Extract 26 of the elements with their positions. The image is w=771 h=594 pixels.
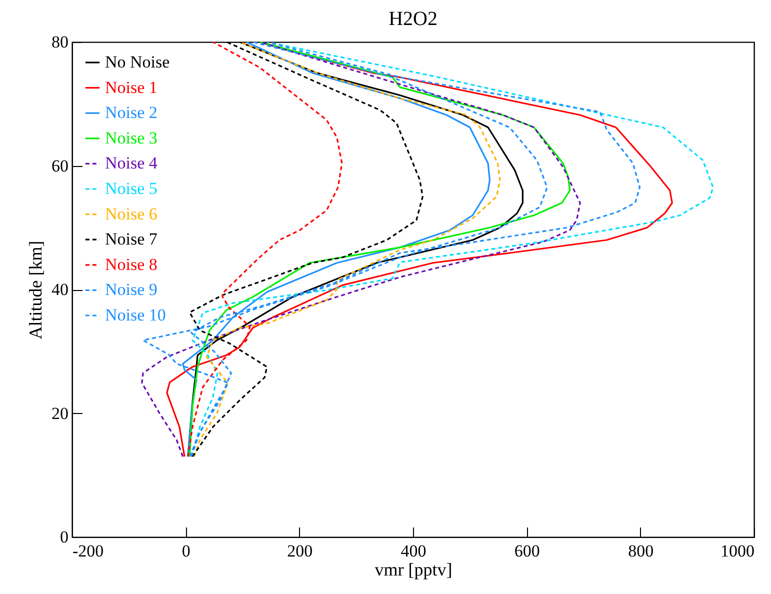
x-tick-label: 200	[287, 542, 313, 560]
legend-label: Noise 2	[105, 103, 158, 122]
legend-label: Noise 3	[105, 128, 158, 148]
legend-label: Noise 8	[105, 254, 158, 274]
y-tick-label: 0	[60, 528, 68, 546]
y-tick-label: 20	[52, 404, 68, 423]
x-tick-label: -200	[72, 542, 104, 560]
legend-label: Noise 10	[105, 306, 166, 324]
x-axis-title: vmr [pptv]	[374, 560, 452, 580]
y-tick-label: 40	[52, 280, 68, 299]
y-tick-label: 80	[52, 32, 68, 52]
x-tick-label: 800	[628, 542, 654, 560]
legend-label: No Noise	[105, 52, 170, 72]
x-tick-label: 1000	[720, 542, 754, 560]
x-tick-label: 0	[182, 542, 190, 560]
legend-label: Noise 5	[105, 179, 158, 198]
legend-label: Noise 7	[105, 230, 158, 249]
legend-label: Noise 9	[105, 280, 158, 300]
y-tick-label: 60	[52, 156, 68, 176]
y-axis-title: Altitude [km]	[26, 240, 46, 340]
legend-label: Noise 4	[105, 154, 158, 173]
x-tick-label: 600	[514, 542, 540, 560]
legend-label: Noise 6	[105, 204, 158, 224]
chart-title: H2O2	[388, 8, 438, 30]
x-tick-label: 400	[400, 542, 426, 560]
legend-label: Noise 1	[105, 78, 158, 97]
